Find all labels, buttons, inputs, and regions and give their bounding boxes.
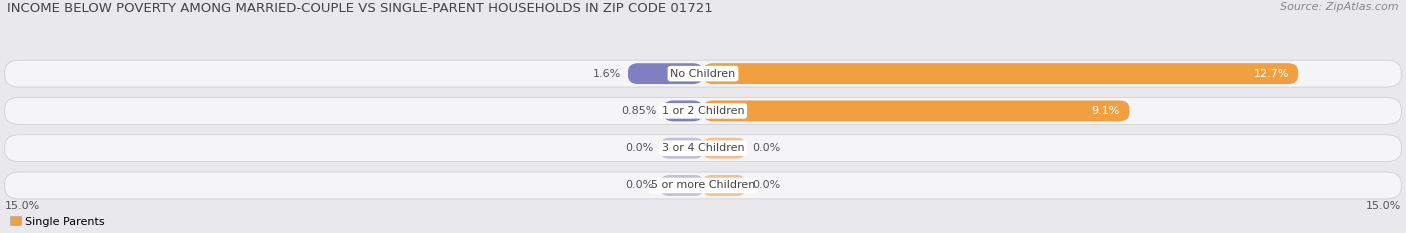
Text: 15.0%: 15.0% [1367, 201, 1402, 211]
Text: 3 or 4 Children: 3 or 4 Children [662, 143, 744, 153]
Legend: Married Couples, Single Parents: Married Couples, Single Parents [0, 212, 110, 231]
FancyBboxPatch shape [661, 175, 703, 196]
FancyBboxPatch shape [4, 97, 1402, 124]
Text: Source: ZipAtlas.com: Source: ZipAtlas.com [1281, 2, 1399, 12]
FancyBboxPatch shape [664, 100, 703, 121]
Text: 0.0%: 0.0% [752, 181, 780, 190]
Text: 0.85%: 0.85% [621, 106, 657, 116]
Text: 9.1%: 9.1% [1091, 106, 1121, 116]
Text: 1.6%: 1.6% [593, 69, 621, 79]
FancyBboxPatch shape [628, 63, 703, 84]
Text: 1 or 2 Children: 1 or 2 Children [662, 106, 744, 116]
FancyBboxPatch shape [703, 138, 745, 159]
FancyBboxPatch shape [703, 63, 1298, 84]
Text: 12.7%: 12.7% [1253, 69, 1289, 79]
FancyBboxPatch shape [661, 138, 703, 159]
Text: 0.0%: 0.0% [626, 181, 654, 190]
Text: INCOME BELOW POVERTY AMONG MARRIED-COUPLE VS SINGLE-PARENT HOUSEHOLDS IN ZIP COD: INCOME BELOW POVERTY AMONG MARRIED-COUPL… [7, 2, 713, 15]
Text: No Children: No Children [671, 69, 735, 79]
Text: 5 or more Children: 5 or more Children [651, 181, 755, 190]
Text: 15.0%: 15.0% [4, 201, 39, 211]
FancyBboxPatch shape [703, 175, 745, 196]
FancyBboxPatch shape [4, 135, 1402, 162]
FancyBboxPatch shape [703, 100, 1129, 121]
Text: 0.0%: 0.0% [752, 143, 780, 153]
Text: 0.0%: 0.0% [626, 143, 654, 153]
FancyBboxPatch shape [4, 60, 1402, 87]
FancyBboxPatch shape [4, 172, 1402, 199]
